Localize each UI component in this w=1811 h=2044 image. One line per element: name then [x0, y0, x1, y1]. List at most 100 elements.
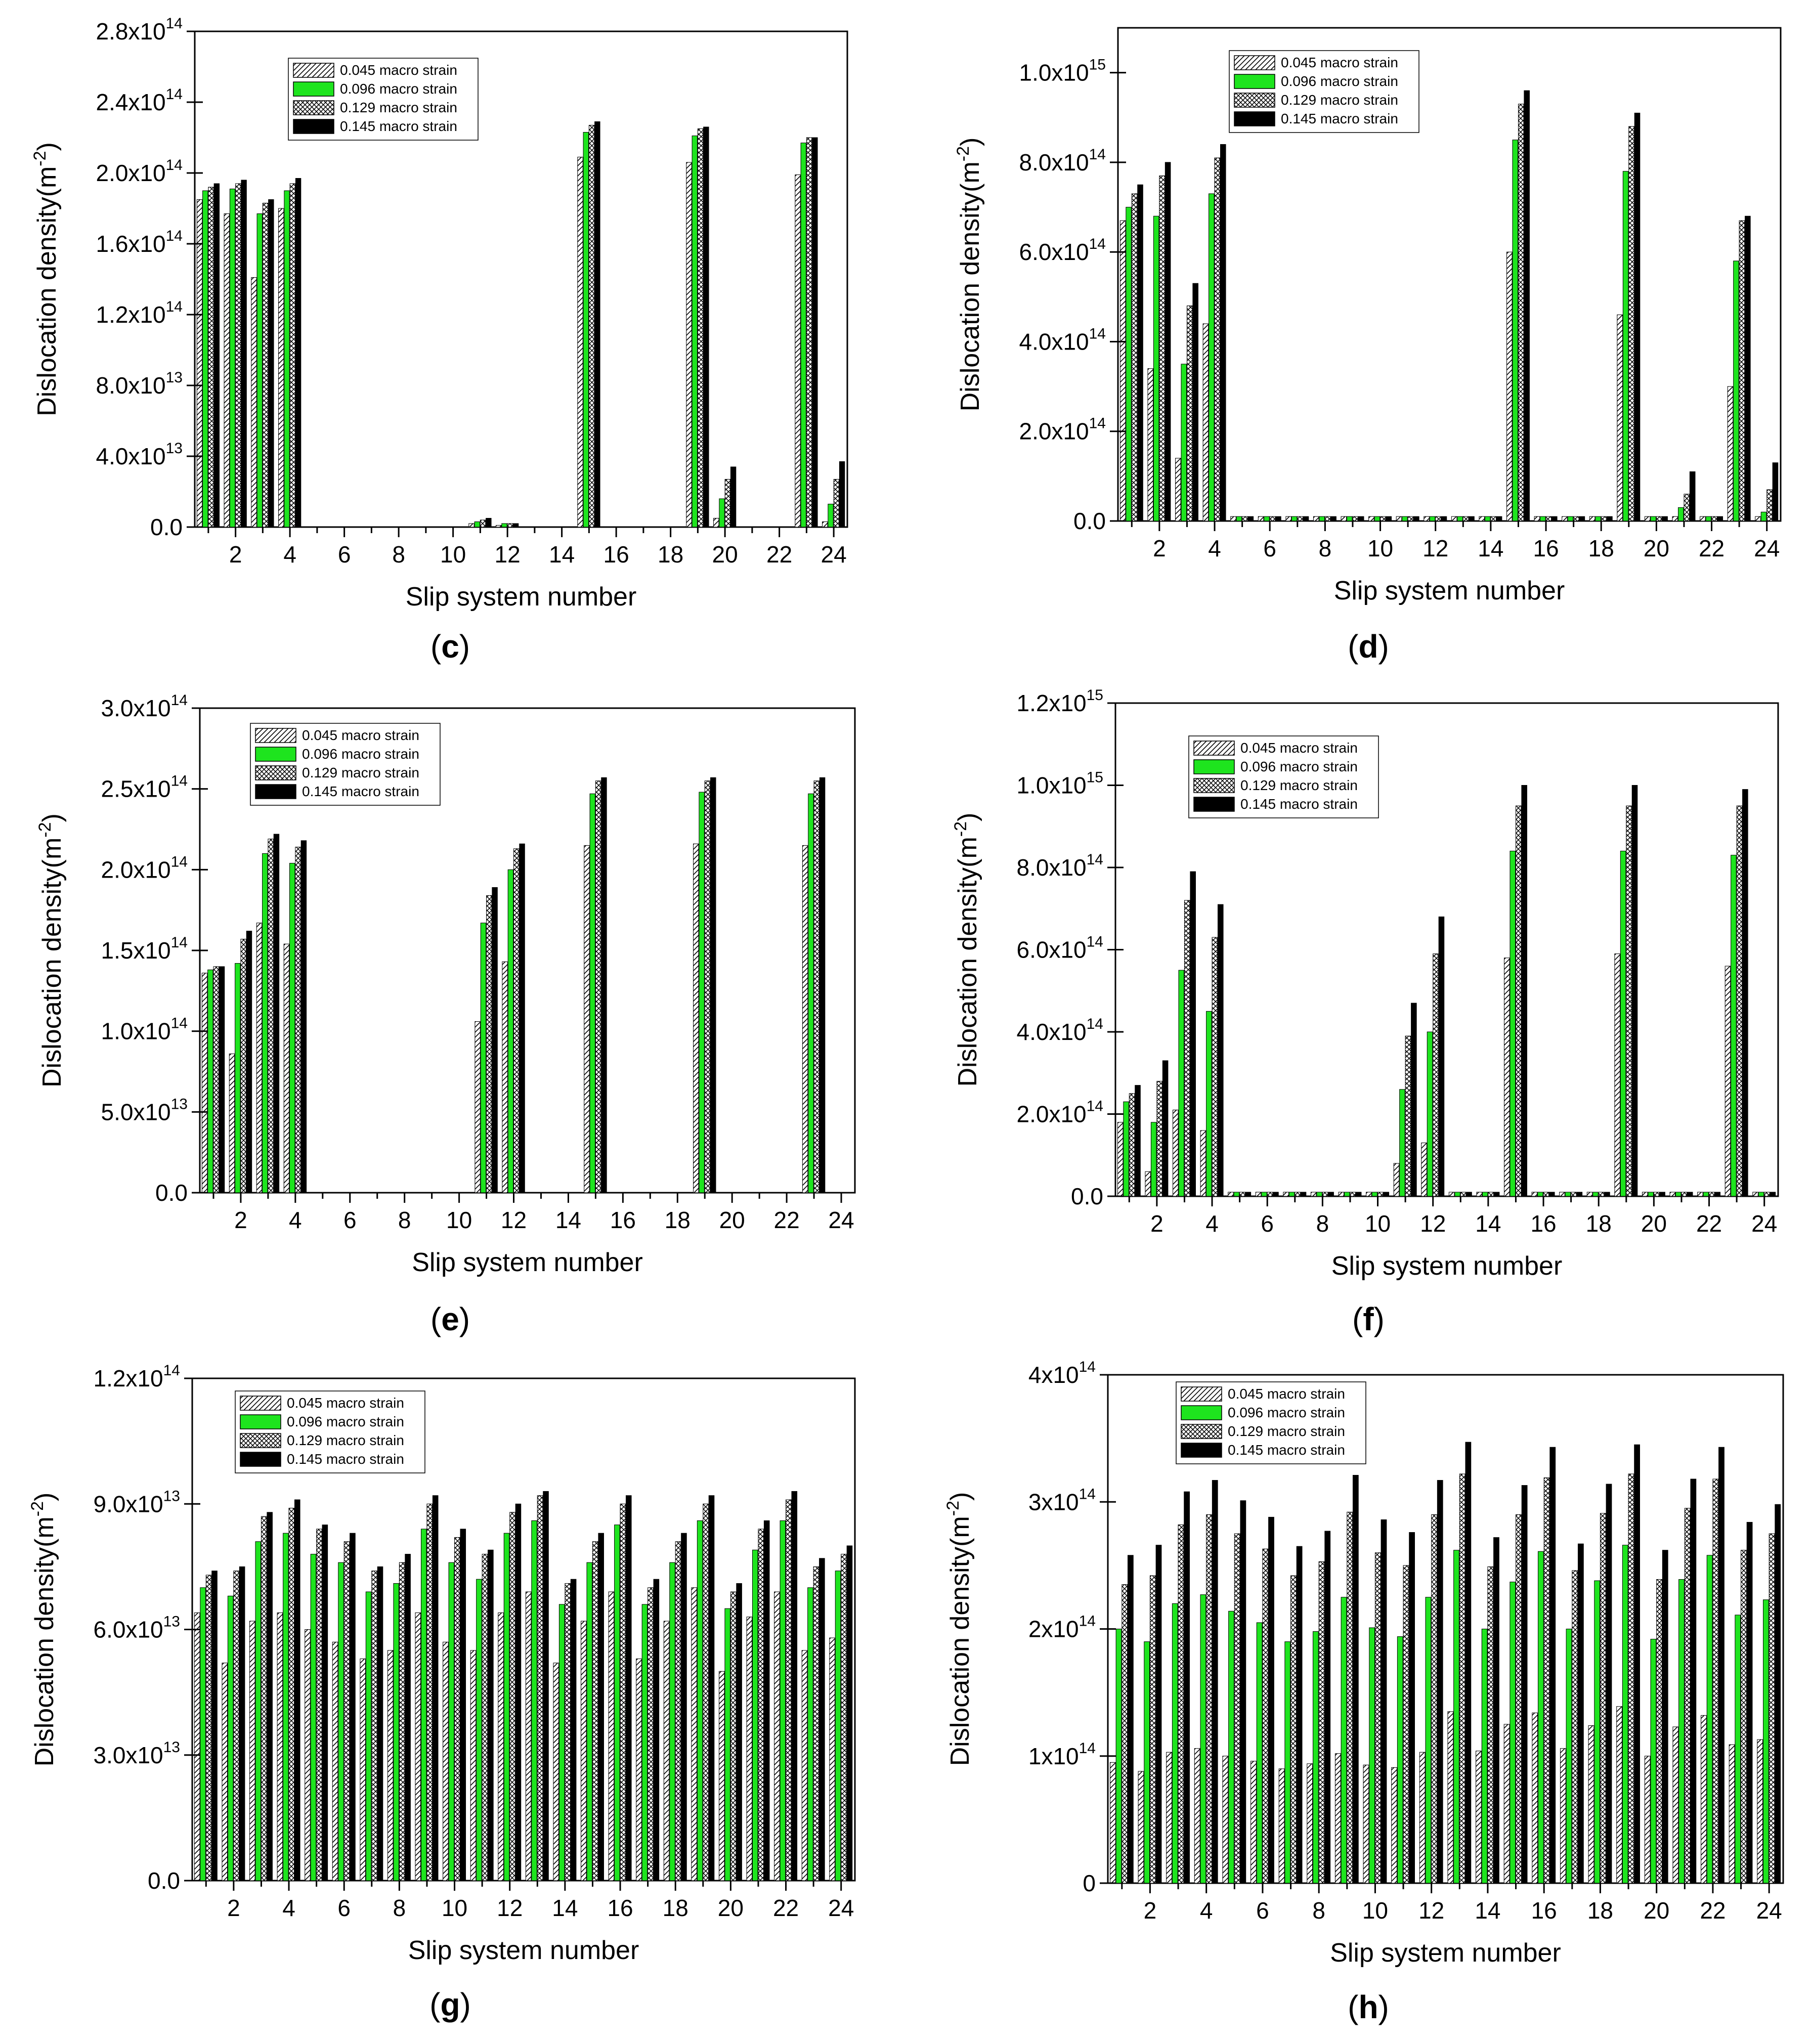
bar-h-s4-slip-11 [1409, 1532, 1415, 1884]
chart-panel-c: 0.04.0x10138.0x10131.2x10141.6x10142.0x1… [30, 15, 848, 665]
bar-g-s2-slip-11 [476, 1579, 482, 1881]
bar-c-s1-slip-24 [822, 521, 828, 528]
bar-f-s4-slip-14 [1493, 1192, 1500, 1197]
bar-g-s2-slip-3 [255, 1541, 262, 1881]
bar-g-s2-slip-8 [393, 1583, 399, 1881]
bar-g-s2-slip-6 [338, 1562, 344, 1881]
bar-f-s3-slip-9 [1350, 1192, 1356, 1197]
y-axis-label: Dislocation density(m-2) [943, 1492, 975, 1766]
bar-d-s1-slip-9 [1341, 516, 1347, 521]
bar-f-s2-slip-9 [1344, 1192, 1350, 1197]
panel-caption: (f) [1352, 1301, 1385, 1337]
y-axis-label-end: ) [956, 138, 985, 146]
bar-h-s1-slip-1 [1109, 1762, 1116, 1884]
bar-f-s1-slip-15 [1504, 958, 1510, 1197]
bar-h-s4-slip-23 [1746, 1521, 1753, 1884]
x-tick-label: 10 [442, 1895, 467, 1921]
bar-f-s3-slip-21 [1681, 1192, 1688, 1197]
x-tick-label: 2 [1150, 1210, 1163, 1237]
bar-c-s3-slip-4 [289, 183, 296, 528]
bar-h-s2-slip-19 [1622, 1545, 1628, 1884]
bar-d-s3-slip-17 [1573, 516, 1579, 521]
bar-d-s3-slip-7 [1297, 516, 1303, 521]
bar-c-s1-slip-15 [577, 157, 583, 528]
bar-c-s2-slip-12 [501, 523, 507, 528]
y-tick-mantissa: 2x10 [1028, 1616, 1079, 1642]
bar-g-s3-slip-24 [841, 1554, 847, 1881]
x-tick-label: 22 [773, 1895, 799, 1921]
bar-g-s4-slip-21 [763, 1520, 770, 1881]
bar-f-s2-slip-19 [1620, 851, 1626, 1197]
caption-open: ( [1352, 1301, 1363, 1337]
legend-swatch-3 [1193, 778, 1235, 793]
y-tick-mantissa: 8.0x10 [96, 372, 166, 399]
bar-f-s4-slip-12 [1438, 917, 1445, 1197]
bar-f-s3-slip-17 [1571, 1192, 1577, 1197]
legend-label-2: 0.096 macro strain [340, 81, 457, 97]
bar-g-s3-slip-5 [316, 1529, 322, 1881]
bar-h-s3-slip-6 [1262, 1548, 1269, 1884]
bar-f-s4-slip-2 [1162, 1060, 1169, 1197]
y-tick-mantissa: 1.6x10 [96, 231, 166, 257]
y-tick-label: 2.0x1014 [1019, 415, 1106, 445]
x-tick-label: 10 [1362, 1897, 1388, 1924]
bar-f-s1-slip-14 [1476, 1192, 1482, 1197]
x-tick-label: 16 [1530, 1210, 1556, 1237]
y-tick-mantissa: 6.0x10 [1017, 937, 1087, 963]
bar-h-s1-slip-18 [1588, 1725, 1594, 1884]
y-tick-exponent: 14 [1079, 1359, 1096, 1375]
legend-swatch-4 [1193, 797, 1235, 812]
bar-d-s4-slip-8 [1330, 516, 1336, 521]
bar-h-s3-slip-12 [1431, 1514, 1437, 1884]
bar-h-s3-slip-11 [1403, 1565, 1409, 1884]
bar-h-s1-slip-17 [1560, 1748, 1566, 1884]
bar-e-s3-slip-11 [486, 895, 492, 1193]
bar-h-s1-slip-12 [1419, 1752, 1426, 1884]
legend-label-4: 0.145 macro strain [287, 1451, 404, 1467]
bar-h-s1-slip-2 [1138, 1771, 1144, 1884]
bar-d-s2-slip-19 [1622, 171, 1629, 521]
bar-e-s3-slip-23 [813, 780, 820, 1193]
bar-g-s3-slip-20 [730, 1591, 737, 1881]
bar-f-s2-slip-7 [1288, 1192, 1295, 1197]
bar-f-s3-slip-1 [1129, 1093, 1135, 1197]
x-tick-label: 24 [1756, 1897, 1782, 1924]
bar-h-s1-slip-19 [1616, 1706, 1622, 1884]
legend-label-3: 0.129 macro strain [302, 765, 419, 780]
legend-swatch-2 [1234, 74, 1275, 89]
bar-d-s3-slip-1 [1131, 193, 1138, 521]
bar-g-s4-slip-16 [626, 1495, 632, 1881]
bar-h-s4-slip-18 [1606, 1484, 1612, 1884]
bar-e-s2-slip-2 [235, 963, 241, 1193]
bar-g-s1-slip-11 [470, 1650, 477, 1881]
bar-e-s4-slip-11 [492, 887, 498, 1193]
bar-f-s1-slip-12 [1421, 1142, 1427, 1197]
y-tick-exponent: 14 [1089, 415, 1106, 432]
chart-panel-f: 0.02.0x10144.0x10146.0x10148.0x10141.0x1… [951, 687, 1779, 1337]
bar-g-s4-slip-22 [791, 1491, 798, 1881]
legend-swatch-1 [255, 728, 296, 743]
bar-f-s3-slip-10 [1377, 1192, 1384, 1197]
y-tick-mantissa: 5.0x10 [101, 1099, 171, 1125]
y-axis-label-sup: -2 [30, 151, 50, 166]
bar-h-s1-slip-24 [1757, 1739, 1763, 1884]
y-tick-exponent: 15 [1087, 687, 1103, 704]
y-tick-mantissa: 8.0x10 [1019, 149, 1089, 176]
bar-e-s2-slip-19 [699, 792, 705, 1193]
bar-f-s4-slip-5 [1245, 1192, 1252, 1197]
bar-d-s3-slip-14 [1490, 516, 1496, 521]
bar-f-s2-slip-14 [1482, 1192, 1488, 1197]
bar-f-s1-slip-2 [1145, 1171, 1151, 1197]
bar-g-s4-slip-6 [350, 1533, 356, 1881]
x-tick-label: 8 [392, 541, 405, 568]
legend-swatch-2 [240, 1414, 281, 1429]
bar-e-s2-slip-4 [289, 863, 295, 1193]
bar-d-s1-slip-2 [1147, 368, 1153, 521]
bar-g-s3-slip-13 [537, 1495, 543, 1881]
y-tick-exponent: 14 [171, 692, 188, 709]
bar-g-s2-slip-18 [669, 1562, 675, 1881]
bar-d-s3-slip-21 [1684, 494, 1690, 521]
bar-g-s3-slip-8 [399, 1562, 405, 1881]
y-tick-label: 2.0x1014 [1017, 1098, 1104, 1127]
